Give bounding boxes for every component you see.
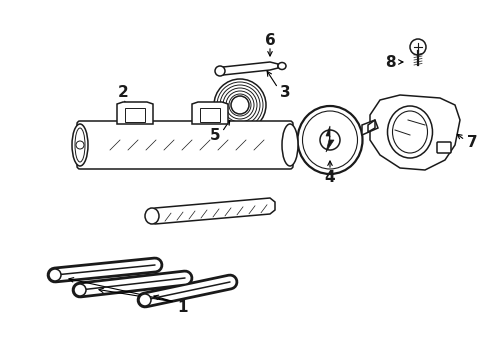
Polygon shape <box>370 95 460 170</box>
Ellipse shape <box>278 63 286 69</box>
FancyBboxPatch shape <box>77 121 293 169</box>
Text: 2: 2 <box>118 85 128 99</box>
Circle shape <box>231 96 249 114</box>
FancyBboxPatch shape <box>437 142 451 153</box>
Ellipse shape <box>214 79 266 131</box>
Ellipse shape <box>297 106 363 174</box>
Circle shape <box>139 294 151 306</box>
Ellipse shape <box>75 128 85 162</box>
Text: 3: 3 <box>280 85 290 99</box>
Polygon shape <box>125 108 145 122</box>
Polygon shape <box>200 108 220 122</box>
Text: 7: 7 <box>466 135 477 149</box>
Circle shape <box>410 39 426 55</box>
Text: 1: 1 <box>178 301 188 315</box>
Circle shape <box>76 141 84 149</box>
Polygon shape <box>192 102 228 124</box>
Ellipse shape <box>145 208 159 224</box>
Circle shape <box>215 66 225 76</box>
Ellipse shape <box>282 124 298 166</box>
Polygon shape <box>362 120 378 135</box>
Ellipse shape <box>229 94 251 116</box>
Circle shape <box>74 284 86 296</box>
Polygon shape <box>326 126 334 152</box>
Ellipse shape <box>226 91 254 119</box>
Polygon shape <box>368 120 375 132</box>
Polygon shape <box>148 198 275 224</box>
Ellipse shape <box>392 111 427 153</box>
Ellipse shape <box>72 124 88 166</box>
Text: 8: 8 <box>385 54 395 69</box>
Ellipse shape <box>220 85 260 125</box>
Ellipse shape <box>302 111 358 169</box>
Polygon shape <box>117 102 153 124</box>
Polygon shape <box>220 62 278 75</box>
Text: 5: 5 <box>210 127 220 143</box>
Text: 4: 4 <box>325 170 335 185</box>
Circle shape <box>320 130 340 150</box>
Ellipse shape <box>223 88 257 122</box>
Ellipse shape <box>217 82 263 128</box>
Ellipse shape <box>388 106 433 158</box>
Circle shape <box>49 269 61 281</box>
Text: 6: 6 <box>265 32 275 48</box>
